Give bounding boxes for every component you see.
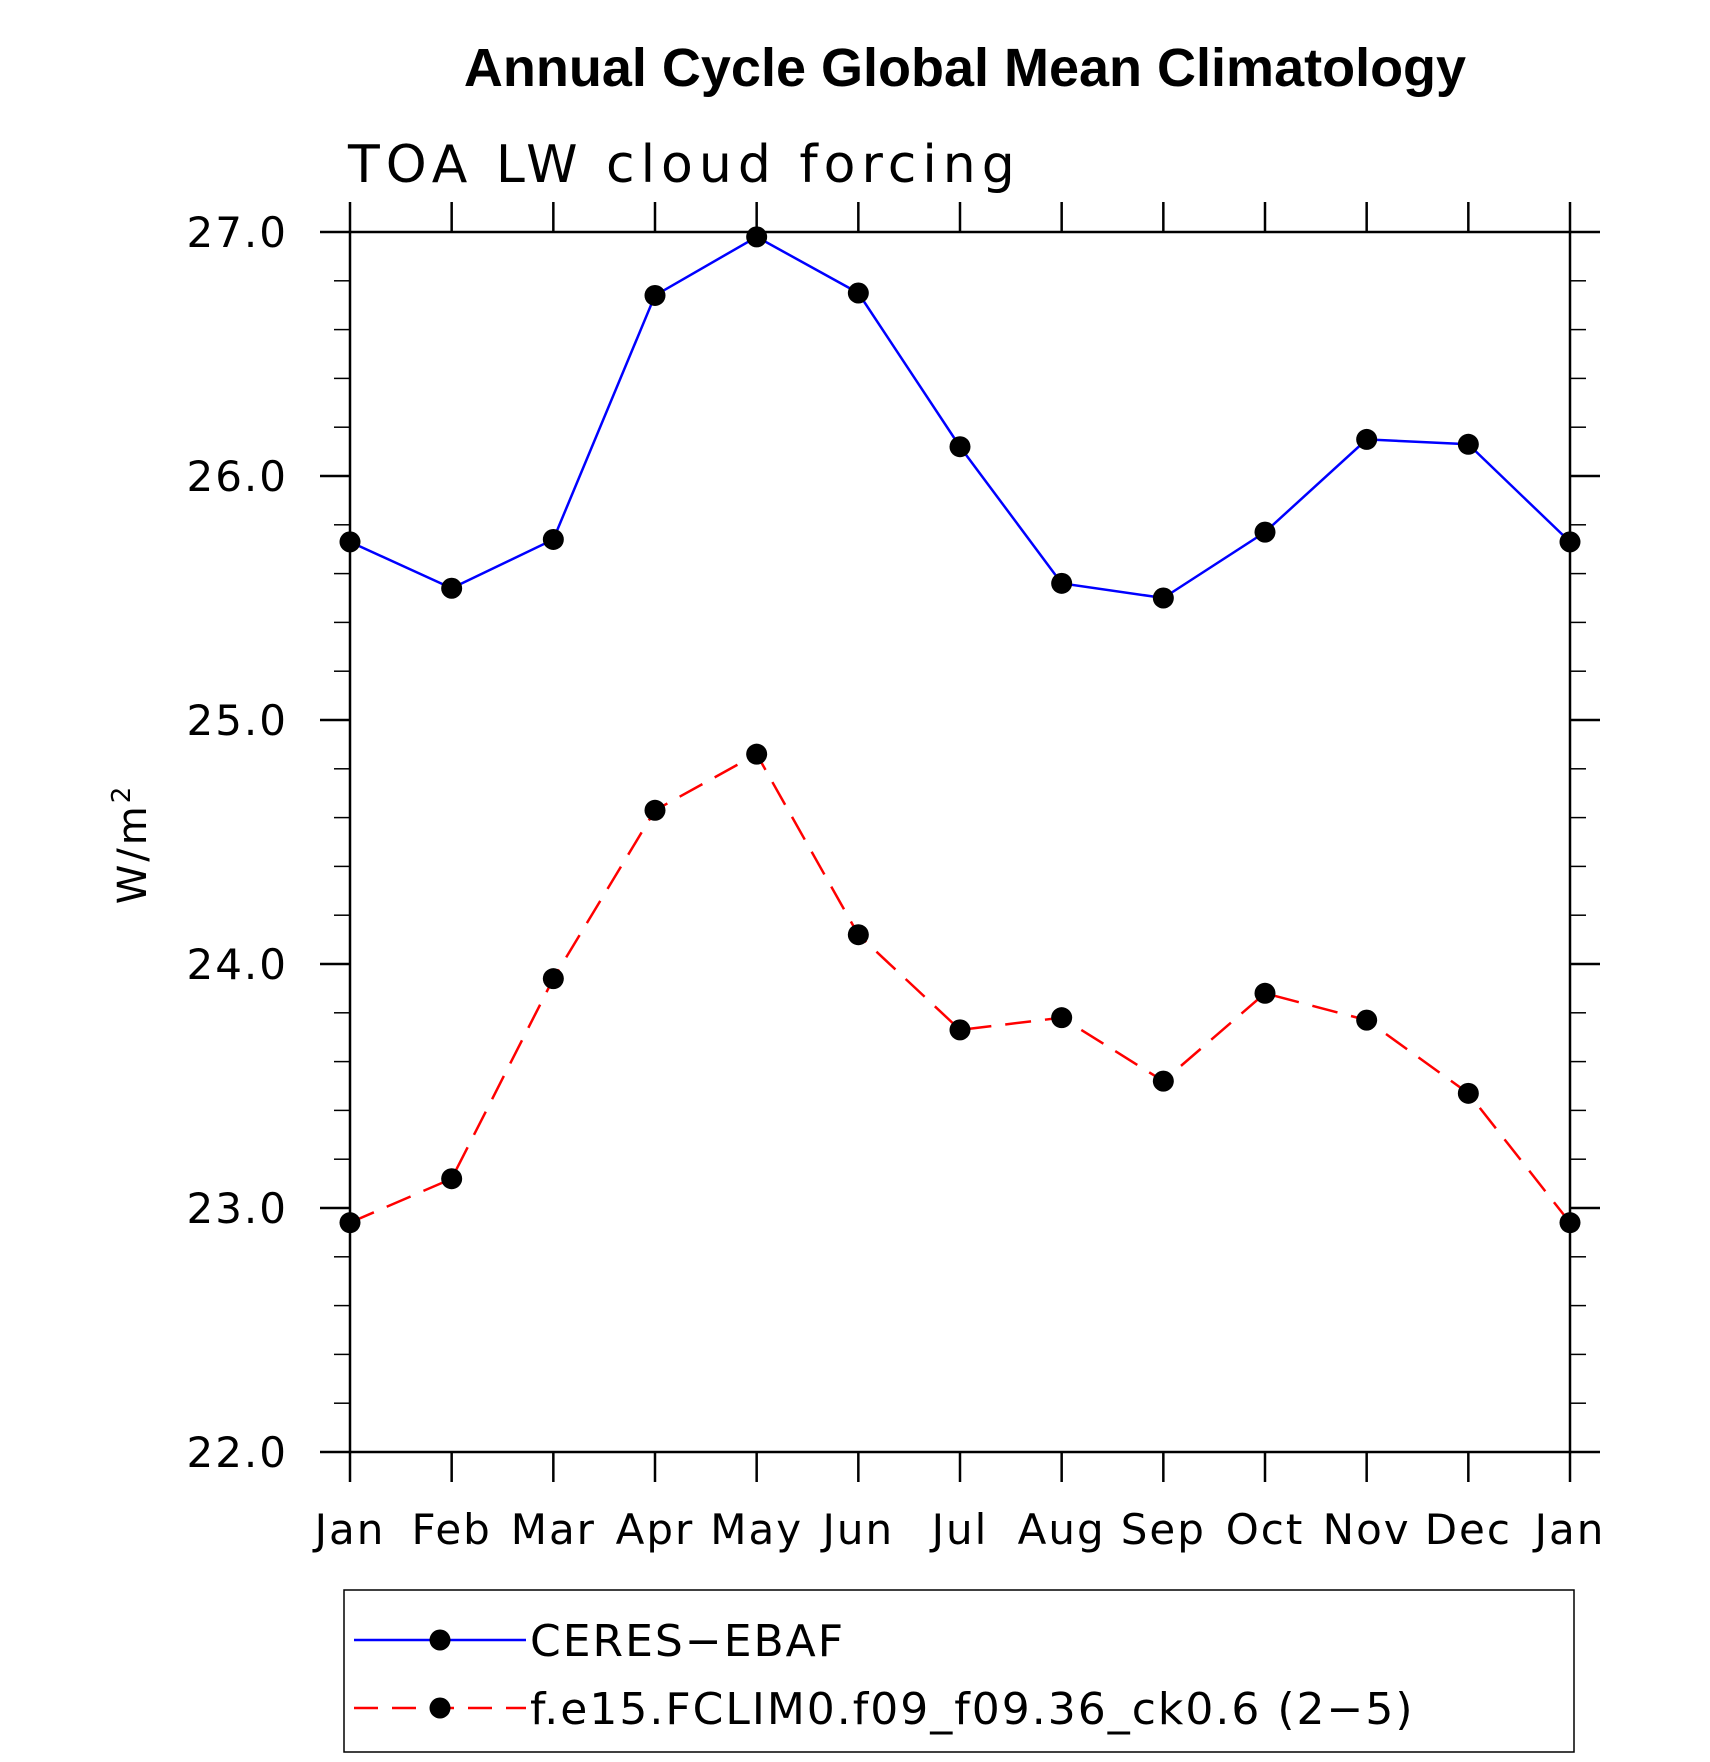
legend-entry: CERES−EBAF (354, 1616, 845, 1667)
x-tick-label: Mar (511, 1505, 596, 1554)
series-line (349, 752, 1571, 1224)
x-tick-label: Aug (1018, 1505, 1106, 1554)
data-point (339, 1212, 361, 1234)
data-point (441, 577, 463, 599)
data-point (542, 528, 564, 550)
plot-axes: Jan Feb Mar Apr May Jun Jul Aug Sep Oct Nov Dec Jan 2… (186, 202, 1606, 1554)
data-point (746, 226, 768, 248)
x-tick-label: Jun (820, 1505, 895, 1554)
y-axis-label: W/m2 (107, 784, 156, 905)
legend-label: f.e15.FCLIM0.f09_f09.36_ck0.6 (2−5) (530, 1684, 1415, 1735)
data-point (644, 284, 666, 306)
data-point (1254, 982, 1276, 1004)
data-point (949, 436, 971, 458)
y-tick-label: 26.0 (186, 452, 288, 501)
y-tick-label: 27.0 (186, 208, 288, 257)
data-point (1356, 428, 1378, 450)
chart-subtitle: TOA LW cloud forcing (347, 135, 1021, 195)
y-tick-label: 23.0 (186, 1184, 288, 1233)
x-tick-label: Jul (929, 1505, 989, 1554)
series-layer (339, 226, 1581, 1234)
data-point (1457, 433, 1479, 455)
legend-marker (429, 1629, 451, 1651)
data-point (1152, 587, 1174, 609)
data-point (847, 924, 869, 946)
x-tick-label: Oct (1226, 1505, 1305, 1554)
data-point (847, 282, 869, 304)
series-0 (339, 226, 1581, 609)
legend-box (343, 1589, 1575, 1753)
x-tick-label: Feb (411, 1505, 491, 1554)
x-tick-label: Apr (616, 1505, 695, 1554)
x-tick-label: Dec (1425, 1505, 1512, 1554)
x-tick-label: Nov (1323, 1505, 1411, 1554)
data-point (1254, 521, 1276, 543)
data-point (1152, 1070, 1174, 1092)
x-tick-label: Jan (312, 1505, 386, 1554)
chart-title: Annual Cycle Global Mean Climatology (464, 38, 1466, 98)
data-point (1051, 572, 1073, 594)
x-tick-label: Jan (1532, 1505, 1606, 1554)
y-axis-label-superscript: 2 (107, 784, 137, 804)
data-point (1457, 1082, 1479, 1104)
y-axis-label-text: W/m (110, 803, 156, 904)
y-tick-label: 22.0 (186, 1428, 288, 1477)
legend: CERES−EBAF f.e15.FCLIM0.f09_f09.36_ck0.6 … (343, 1589, 1575, 1753)
x-tick-label: Sep (1121, 1505, 1206, 1554)
legend-entries: CERES−EBAF f.e15.FCLIM0.f09_f09.36_ck0.6 … (354, 1616, 1415, 1735)
data-point (746, 743, 768, 765)
data-point (1559, 1212, 1581, 1234)
legend-marker (429, 1697, 451, 1719)
data-point (339, 531, 361, 553)
series-1 (339, 743, 1581, 1234)
x-tick-label: May (710, 1505, 803, 1554)
legend-label: CERES−EBAF (530, 1616, 845, 1667)
data-point (1051, 1007, 1073, 1029)
data-point (1356, 1009, 1378, 1031)
y-tick-label: 25.0 (186, 696, 288, 745)
series-line (349, 235, 1571, 600)
data-point (441, 1168, 463, 1190)
data-point (949, 1019, 971, 1041)
y-tick-label: 24.0 (186, 940, 288, 989)
plot-frame (348, 230, 1572, 1454)
data-point (542, 968, 564, 990)
data-point (1559, 531, 1581, 553)
data-point (644, 799, 666, 821)
legend-entry: f.e15.FCLIM0.f09_f09.36_ck0.6 (2−5) (354, 1684, 1415, 1735)
